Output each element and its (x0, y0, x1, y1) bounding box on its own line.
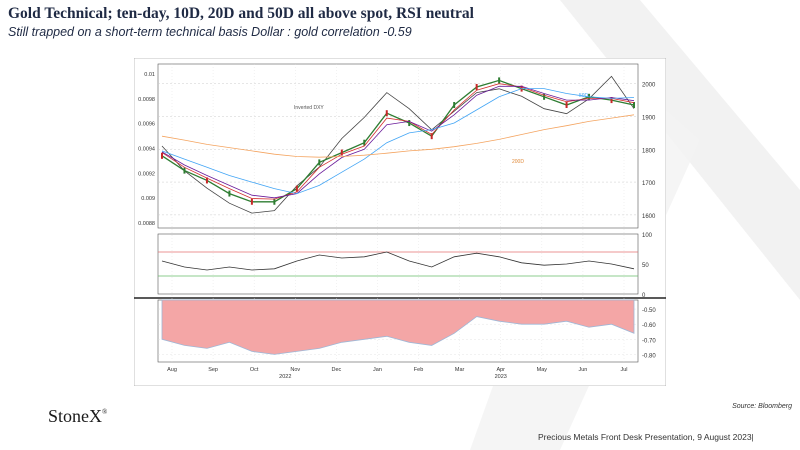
price-right-tick-label: 1900 (642, 115, 656, 121)
chart-annotation: 50D (579, 93, 589, 99)
gold-candle (543, 93, 546, 100)
price-left-tick-label: 0.009 (141, 196, 155, 202)
price-left-tick-label: 0.0092 (138, 171, 155, 177)
price-series-line-5 (161, 114, 635, 158)
rsi-tick-label: 50 (642, 263, 649, 269)
gold-candle (250, 198, 253, 205)
gold-candle (498, 77, 501, 84)
price-series-line-3 (161, 85, 635, 199)
price-right-tick-label: 1600 (642, 214, 656, 220)
gold-candle (340, 149, 343, 156)
month-tick-label: Aug (167, 367, 177, 373)
price-left-tick-label: 0.0096 (138, 122, 155, 128)
gold-candle (565, 102, 568, 108)
rsi-tick-label: 100 (642, 233, 653, 239)
price-left-tick-label: 0.0098 (138, 97, 155, 103)
gold-candle (408, 120, 411, 127)
gold-candle (430, 133, 433, 140)
gold-candle (183, 167, 186, 174)
price-series-line-2 (161, 83, 635, 200)
month-tick-label: Apr (496, 367, 505, 373)
rsi-tick-label: 0 (642, 293, 646, 299)
price-right-tick-label: 2000 (642, 83, 656, 89)
corr-tick-label: -0.70 (642, 338, 656, 344)
month-tick-label: Oct (250, 367, 259, 373)
month-tick-label: Feb (414, 367, 423, 373)
price-left-tick-label: 0.0088 (138, 221, 155, 227)
chart-container: 2000 1900 1800 1700 1600 0.01 0.0098 0.0096 0.00… (133, 57, 667, 387)
chart-annotation: 200D (512, 159, 524, 165)
price-left-tick-label: 0.01 (144, 72, 155, 78)
chart-annotation: Inverted DXY (294, 105, 324, 111)
gold-candle (318, 159, 321, 166)
month-tick-label: May (537, 367, 548, 373)
gold-candle (205, 177, 208, 184)
gold-candle (228, 190, 231, 197)
month-tick-label: Dec (331, 367, 341, 373)
gold-candle (633, 102, 635, 108)
correlation-area (161, 299, 635, 355)
price-series-line-4 (161, 88, 635, 195)
gold-candle (385, 110, 388, 117)
stonex-logo: StoneX® (48, 406, 108, 426)
corr-tick-label: -0.60 (642, 323, 656, 329)
slide-subtitle: Still trapped on a short-term technical … (8, 25, 412, 39)
slide-title: Gold Technical; ten-day, 10D, 20D and 50… (8, 5, 474, 22)
price-series-line-1 (161, 79, 635, 203)
month-tick-label: Jul (620, 367, 627, 373)
month-tick-label: Jun (578, 367, 587, 373)
logo-text: StoneX (48, 406, 102, 426)
gold-candle (273, 198, 276, 205)
gold-candle (161, 152, 163, 159)
price-series-line-0 (161, 75, 635, 214)
year-tick-label: 2022 (279, 374, 291, 380)
price-right-tick-label: 1800 (642, 148, 656, 154)
price-right-tick-label: 1700 (642, 181, 656, 187)
gold-candle (363, 139, 366, 146)
footer-text: Precious Metals Front Desk Presentation,… (538, 432, 754, 442)
price-left-tick-label: 0.0094 (138, 146, 155, 152)
chart-svg: 2000 1900 1800 1700 1600 0.01 0.0098 0.0096 0.00… (133, 57, 667, 387)
rsi-line (161, 251, 635, 271)
year-tick-label: 2023 (495, 374, 507, 380)
corr-tick-label: -0.80 (642, 353, 656, 359)
rsi-panel (157, 233, 639, 295)
gold-candle (475, 83, 478, 90)
month-tick-label: Mar (455, 367, 465, 373)
gold-candle (453, 102, 456, 108)
corr-tick-label: -0.50 (642, 308, 656, 314)
gold-candle (610, 97, 613, 104)
month-tick-label: Nov (290, 367, 300, 373)
source-note: Source: Bloomberg (732, 403, 792, 410)
month-tick-label: Sep (208, 367, 218, 373)
gold-candle (295, 185, 298, 192)
month-tick-label: Jan (373, 367, 382, 373)
